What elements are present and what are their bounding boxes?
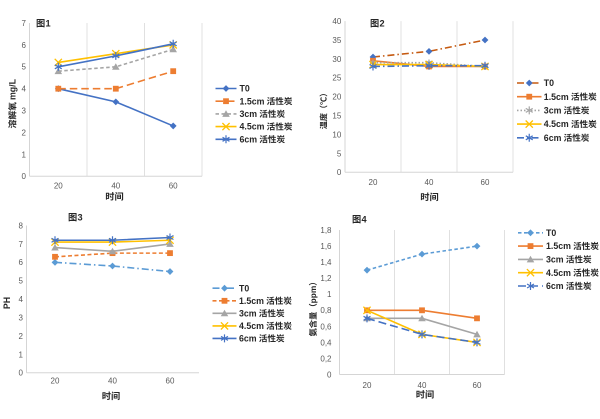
svg-text:1,2: 1,2	[320, 274, 332, 283]
svg-text:40: 40	[418, 381, 427, 390]
svg-text:4: 4	[19, 295, 24, 304]
svg-text:4.5cm: 4.5cm	[546, 268, 571, 278]
svg-text:40: 40	[111, 182, 120, 191]
svg-text:3cm: 3cm	[240, 109, 258, 119]
svg-text:20: 20	[363, 381, 372, 390]
svg-text:7: 7	[19, 240, 24, 249]
svg-text:T0: T0	[239, 283, 249, 293]
svg-text:ppm: ppm	[308, 286, 318, 304]
svg-text:1: 1	[22, 150, 27, 159]
svg-text:4.5cm: 4.5cm	[544, 119, 569, 129]
svg-text:0,6: 0,6	[320, 322, 332, 331]
svg-text:6cm: 6cm	[239, 334, 257, 344]
svg-text:0,4: 0,4	[320, 338, 332, 347]
svg-text:3: 3	[22, 107, 27, 116]
svg-text:60: 60	[473, 381, 482, 390]
svg-text:0: 0	[337, 168, 342, 177]
svg-text:7: 7	[22, 19, 27, 28]
svg-text:10: 10	[332, 130, 341, 139]
svg-text:1.5cm: 1.5cm	[240, 96, 265, 106]
svg-text:1: 1	[46, 19, 51, 29]
svg-text:20: 20	[369, 178, 378, 187]
svg-text:T0: T0	[546, 228, 556, 238]
svg-text:PH: PH	[2, 297, 12, 309]
svg-text:6: 6	[19, 258, 24, 267]
svg-text:mg/L: mg/L	[8, 78, 18, 100]
svg-text:1: 1	[19, 350, 24, 359]
svg-text:60: 60	[169, 182, 178, 191]
svg-text:1,4: 1,4	[320, 258, 332, 267]
svg-text:1,6: 1,6	[320, 242, 332, 251]
svg-text:1,8: 1,8	[320, 226, 332, 235]
svg-text:20: 20	[51, 377, 60, 386]
svg-text:5: 5	[19, 277, 24, 286]
svg-text:20: 20	[332, 93, 341, 102]
svg-text:25: 25	[332, 74, 341, 83]
svg-text:6cm: 6cm	[544, 133, 562, 143]
svg-text:0,8: 0,8	[320, 306, 332, 315]
svg-text:4.5cm: 4.5cm	[239, 321, 264, 331]
svg-text:T0: T0	[544, 78, 554, 88]
svg-text:1.5cm: 1.5cm	[239, 296, 264, 306]
svg-text:8: 8	[19, 221, 24, 230]
svg-text:2: 2	[22, 128, 27, 137]
svg-text:60: 60	[166, 377, 175, 386]
svg-text:0: 0	[22, 172, 27, 181]
svg-text:15: 15	[332, 112, 341, 121]
svg-text:4: 4	[362, 215, 368, 225]
svg-text:60: 60	[481, 178, 490, 187]
svg-text:20: 20	[54, 182, 63, 191]
svg-text:30: 30	[332, 55, 341, 64]
svg-text:6cm: 6cm	[546, 281, 564, 291]
svg-text:0,2: 0,2	[320, 354, 332, 363]
svg-text:3cm: 3cm	[544, 106, 562, 116]
svg-text:1.5cm: 1.5cm	[546, 241, 571, 251]
svg-text:40: 40	[332, 17, 341, 26]
svg-text:3: 3	[19, 313, 24, 322]
svg-text:5: 5	[337, 149, 342, 158]
svg-text:5: 5	[22, 63, 27, 72]
svg-text:6cm: 6cm	[240, 134, 258, 144]
svg-text:3cm: 3cm	[239, 308, 257, 318]
svg-text:1: 1	[327, 290, 332, 299]
svg-text:40: 40	[425, 178, 434, 187]
svg-text:1.5cm: 1.5cm	[544, 92, 569, 102]
svg-text:2: 2	[19, 332, 24, 341]
svg-text:3: 3	[78, 213, 83, 223]
svg-text:4: 4	[22, 85, 27, 94]
svg-text:35: 35	[332, 36, 341, 45]
svg-text:T0: T0	[240, 84, 250, 94]
svg-text:3cm: 3cm	[546, 255, 564, 265]
svg-text:0: 0	[19, 369, 24, 378]
svg-text:6: 6	[22, 41, 27, 50]
svg-text:0: 0	[327, 370, 332, 379]
svg-text:4.5cm: 4.5cm	[240, 122, 265, 132]
svg-text:2: 2	[380, 19, 385, 29]
svg-text:40: 40	[108, 377, 117, 386]
